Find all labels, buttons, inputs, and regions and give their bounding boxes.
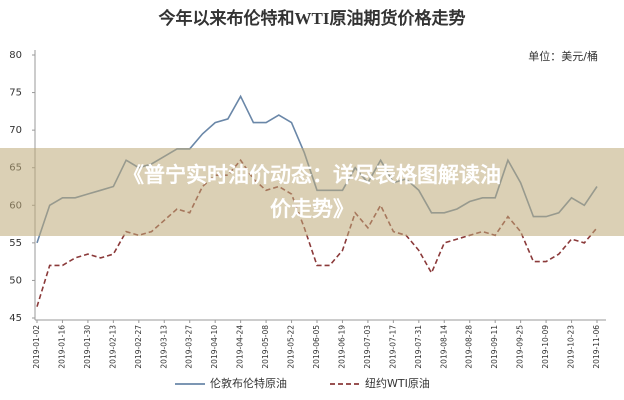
x-tick-label: 2019-07-31 (414, 325, 423, 369)
x-tick-label: 2019-01-02 (32, 325, 41, 369)
legend-label: 伦敦布伦特原油 (210, 376, 287, 390)
x-tick-label: 2019-04-10 (210, 325, 219, 369)
x-tick-label: 2019-05-08 (261, 325, 270, 369)
x-tick-label: 2019-09-11 (490, 325, 499, 369)
x-tick-label: 2019-04-24 (236, 325, 245, 369)
overlay-text: 《普宁实时油价动态：详尽表格图解读油 (123, 163, 501, 187)
x-tick-label: 2019-06-05 (312, 325, 321, 369)
y-tick-label: 80 (9, 50, 22, 61)
x-tick-label: 2019-01-16 (57, 325, 66, 369)
y-tick-label: 70 (9, 125, 22, 136)
x-tick-label: 2019-08-28 (465, 325, 474, 369)
overlay-text: 价走势》 (270, 197, 354, 221)
legend-label: 纽约WTI原油 (365, 376, 430, 390)
x-tick-label: 2019-05-22 (287, 325, 296, 369)
overlay-banner (0, 148, 624, 236)
chart-title: 今年以来布伦特和WTI原油期货价格走势 (159, 8, 466, 28)
x-tick-label: 2019-02-13 (108, 325, 117, 369)
y-tick-label: 50 (9, 275, 22, 286)
x-tick-label: 2019-06-19 (337, 325, 346, 369)
x-tick-label: 2019-10-09 (541, 325, 550, 369)
x-tick-label: 2019-01-30 (83, 325, 92, 369)
x-tick-label: 2019-10-23 (567, 325, 576, 369)
x-tick-label: 2019-07-03 (363, 325, 372, 369)
x-tick-label: 2019-09-25 (516, 325, 525, 369)
x-tick-label: 2019-02-27 (134, 325, 143, 369)
x-tick-label: 2019-08-14 (439, 325, 448, 369)
unit-label: 单位：美元/桶 (528, 49, 598, 63)
x-tick-label: 2019-07-17 (388, 325, 397, 369)
x-tick-label: 2019-03-27 (185, 325, 194, 369)
x-tick-label: 2019-11-06 (592, 325, 601, 369)
y-tick-label: 55 (9, 238, 22, 249)
y-tick-label: 75 (9, 88, 22, 99)
y-tick-label: 45 (9, 313, 22, 324)
x-tick-label: 2019-03-13 (159, 325, 168, 369)
